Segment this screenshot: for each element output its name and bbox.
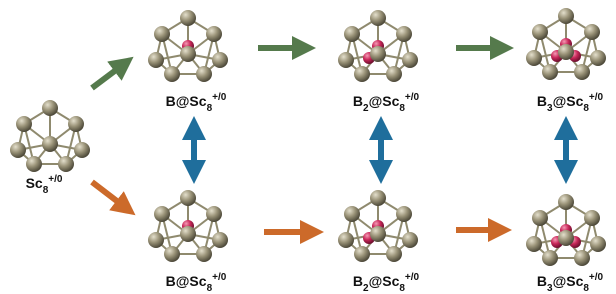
sc-atom xyxy=(386,66,402,82)
formula-part: Sc xyxy=(26,175,43,191)
sc-atom xyxy=(180,226,196,242)
sc-atom xyxy=(42,136,58,152)
sc-atom xyxy=(68,116,84,132)
formula-label: B@Sc8+/0 xyxy=(166,92,227,114)
sc-atom xyxy=(206,206,222,222)
formula-part: B xyxy=(537,273,547,289)
formula-part: @Sc xyxy=(553,93,584,109)
formula-part: @Sc xyxy=(369,273,400,289)
sc-atom xyxy=(148,232,164,248)
sc-atom xyxy=(532,24,548,40)
sc-atom xyxy=(526,50,542,66)
formula-part: @Sc xyxy=(369,93,400,109)
formula-part: 8 xyxy=(43,185,49,196)
sc-atom xyxy=(148,52,164,68)
sc-atom xyxy=(42,100,58,116)
cluster xyxy=(148,190,228,262)
sc-atom xyxy=(154,206,170,222)
sc-atom xyxy=(558,230,574,246)
arrows xyxy=(92,48,566,232)
arrow xyxy=(92,64,124,88)
formula-part: +/0 xyxy=(212,92,227,103)
sc-atom xyxy=(180,190,196,206)
sc-atom xyxy=(196,246,212,262)
sc-atom xyxy=(584,210,600,226)
sc-atom xyxy=(16,116,32,132)
sc-atom xyxy=(154,26,170,42)
formula-part: +/0 xyxy=(405,272,420,283)
sc-atom xyxy=(532,210,548,226)
sc-atom xyxy=(542,250,558,266)
formula-part: 8 xyxy=(207,283,213,294)
formula-part: 8 xyxy=(583,103,589,114)
sc-atom xyxy=(212,232,228,248)
sc-atom xyxy=(558,44,574,60)
sc-atom xyxy=(590,236,606,252)
sc-atom xyxy=(574,64,590,80)
sc-atom xyxy=(526,236,542,252)
formula-part: +/0 xyxy=(405,92,420,103)
sc-atom xyxy=(402,232,418,248)
sc-atom xyxy=(396,26,412,42)
sc-atom xyxy=(206,26,222,42)
cluster xyxy=(526,8,606,80)
sc-atom xyxy=(164,66,180,82)
sc-atom xyxy=(574,250,590,266)
cluster xyxy=(148,10,228,82)
sc-atom xyxy=(164,246,180,262)
cluster xyxy=(10,100,90,172)
sc-atom xyxy=(584,24,600,40)
sc-atom xyxy=(74,142,90,158)
sc-atom xyxy=(180,46,196,62)
sc-atom xyxy=(196,66,212,82)
formula-part: 8 xyxy=(583,283,589,294)
formula-label: B2@Sc8+/0 xyxy=(353,92,420,114)
sc-atom xyxy=(354,66,370,82)
sc-atom xyxy=(558,8,574,24)
sc-atom xyxy=(558,194,574,210)
sc-atom xyxy=(26,156,42,172)
formula-label: B3@Sc8+/0 xyxy=(537,92,604,114)
formula-part: +/0 xyxy=(48,174,63,185)
formula-label: B@Sc8+/0 xyxy=(166,272,227,294)
cluster xyxy=(526,194,606,266)
formula-part: B xyxy=(537,93,547,109)
formula-part: 8 xyxy=(399,283,405,294)
formula-part: B@Sc xyxy=(166,93,207,109)
formula-part: +/0 xyxy=(589,92,604,103)
sc-atom xyxy=(338,232,354,248)
sc-atom xyxy=(180,10,196,26)
sc-atom xyxy=(370,190,386,206)
formula-part: B xyxy=(353,93,363,109)
formula-part: B@Sc xyxy=(166,273,207,289)
cluster xyxy=(338,190,418,262)
sc-atom xyxy=(370,226,386,242)
sc-atom xyxy=(58,156,74,172)
sc-atom xyxy=(590,50,606,66)
formula-part: B xyxy=(353,273,363,289)
formula-part: 8 xyxy=(207,103,213,114)
formula-part: 8 xyxy=(399,103,405,114)
formula-part: @Sc xyxy=(553,273,584,289)
sc-atom xyxy=(542,64,558,80)
sc-atom xyxy=(344,26,360,42)
cluster xyxy=(338,10,418,82)
sc-atom xyxy=(344,206,360,222)
sc-atom xyxy=(386,246,402,262)
sc-atom xyxy=(338,52,354,68)
formula-part: +/0 xyxy=(589,272,604,283)
sc-atom xyxy=(370,10,386,26)
formula-label: B2@Sc8+/0 xyxy=(353,272,420,294)
sc-atom xyxy=(402,52,418,68)
sc-atom xyxy=(354,246,370,262)
arrow xyxy=(92,182,126,208)
formula-part: +/0 xyxy=(212,272,227,283)
sc-atom xyxy=(212,52,228,68)
sc-atom xyxy=(370,46,386,62)
sc-atom xyxy=(396,206,412,222)
sc-atom xyxy=(10,142,26,158)
figure: Sc8+/0B@Sc8+/0B2@Sc8+/0B3@Sc8+/0B@Sc8+/0… xyxy=(0,0,616,294)
formula-label: Sc8+/0 xyxy=(26,174,63,196)
formula-label: B3@Sc8+/0 xyxy=(537,272,604,294)
